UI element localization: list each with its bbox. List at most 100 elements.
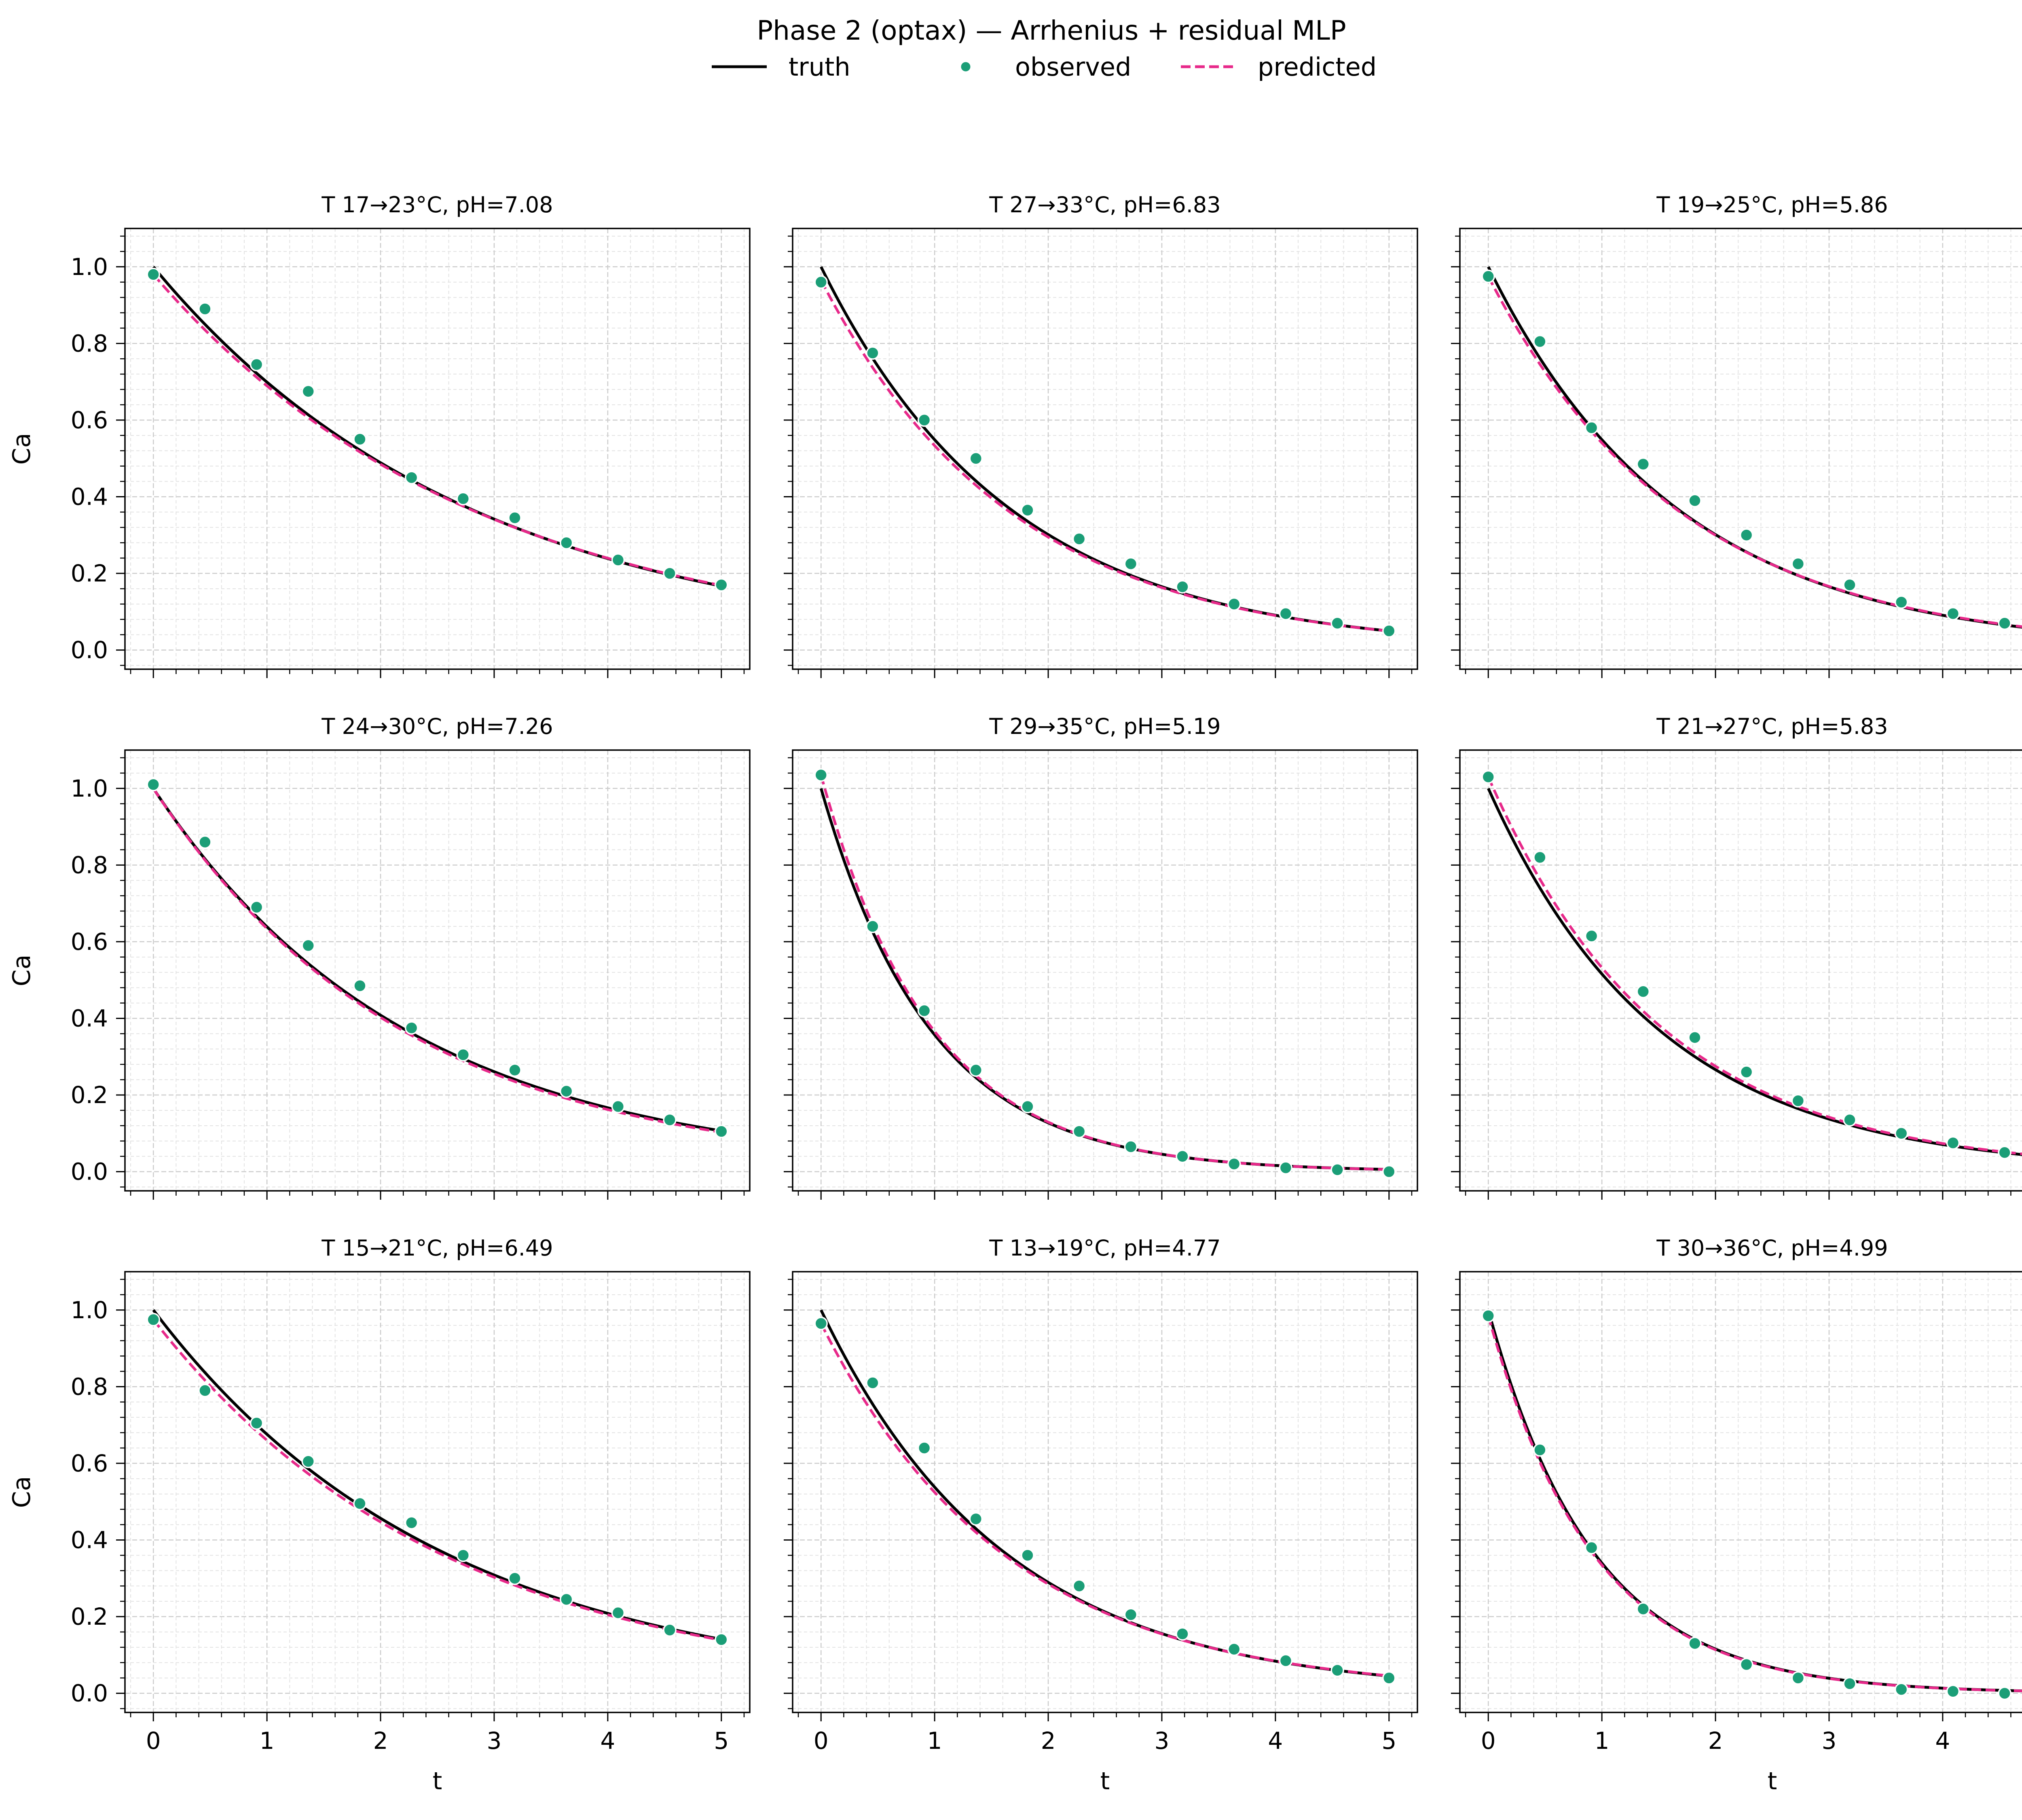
subplot-8: 0 1 2 3 4 5 T 13→19°C, pH=4.77 t bbox=[784, 1235, 1418, 1795]
observed-point bbox=[1946, 607, 1960, 621]
subplot-grid: 0.0 0.2 0.4 0.6 0.8 1.0 T 17→23°C, pH=7.08 Ca T … bbox=[8, 192, 2022, 1795]
observed-point bbox=[1843, 1677, 1857, 1691]
observed-point bbox=[1998, 616, 2011, 630]
observed-point bbox=[1688, 1031, 1702, 1044]
observed-point bbox=[866, 920, 880, 933]
observed-point bbox=[1894, 595, 1908, 609]
observed-point bbox=[1739, 1065, 1753, 1079]
observed-point bbox=[1688, 1636, 1702, 1651]
observed-point bbox=[1330, 616, 1344, 630]
observed-point bbox=[559, 536, 573, 550]
axes-frame bbox=[792, 228, 1418, 670]
observed-point bbox=[250, 1416, 264, 1430]
y-tick-label: 0.0 bbox=[71, 636, 108, 664]
observed-point bbox=[1843, 578, 1857, 592]
y-tick-label: 1.0 bbox=[71, 775, 108, 802]
observed-point bbox=[1998, 1686, 2011, 1700]
subplot-title: T 13→19°C, pH=4.77 bbox=[989, 1235, 1220, 1261]
truth-curve bbox=[1487, 788, 2022, 1156]
observed-point bbox=[814, 768, 828, 782]
subplot-title: T 21→27°C, pH=5.83 bbox=[1656, 714, 1888, 739]
observed-point bbox=[353, 432, 367, 446]
observed-point bbox=[1176, 1627, 1189, 1641]
y-axis-label: Ca bbox=[8, 433, 36, 465]
x-tick-label: 4 bbox=[1935, 1727, 1950, 1754]
x-tick-label: 2 bbox=[1041, 1727, 1056, 1754]
truth-curve bbox=[820, 266, 1390, 632]
observed-point bbox=[611, 1606, 625, 1620]
observed-point bbox=[1843, 1113, 1857, 1127]
observed-point bbox=[1739, 528, 1753, 542]
predicted-curve bbox=[152, 787, 722, 1134]
observed-point bbox=[146, 267, 160, 281]
observed-point bbox=[866, 1376, 880, 1390]
predicted-curve bbox=[1487, 1315, 2022, 1693]
observed-point bbox=[1894, 1683, 1908, 1696]
observed-point bbox=[1533, 334, 1547, 349]
observed-point bbox=[198, 835, 212, 849]
subplot-3: T 19→25°C, pH=5.86 bbox=[1451, 192, 2022, 678]
y-tick-label: 0.4 bbox=[71, 1526, 108, 1554]
y-axis-label: Ca bbox=[8, 1476, 36, 1508]
observed-point bbox=[1382, 1165, 1396, 1179]
x-tick-label: 5 bbox=[1381, 1727, 1396, 1754]
y-tick-label: 0.2 bbox=[71, 1603, 108, 1630]
observed-point bbox=[969, 1063, 983, 1077]
observed-point bbox=[663, 1623, 677, 1637]
observed-point bbox=[814, 275, 828, 289]
observed-point bbox=[917, 1441, 931, 1455]
observed-point bbox=[1481, 269, 1495, 283]
observed-point bbox=[611, 553, 625, 567]
legend-label-observed: observed bbox=[1015, 52, 1131, 82]
y-tick-label: 0.0 bbox=[71, 1158, 108, 1186]
subplot-1: 0.0 0.2 0.4 0.6 0.8 1.0 T 17→23°C, pH=7.08 Ca bbox=[8, 192, 751, 678]
legend-entry-truth: truth bbox=[712, 52, 850, 82]
observed-point bbox=[508, 511, 522, 525]
observed-point bbox=[1791, 557, 1805, 571]
observed-point bbox=[1688, 494, 1702, 507]
axes-frame bbox=[1459, 749, 2022, 1192]
predicted-curve bbox=[820, 279, 1390, 632]
observed-point bbox=[715, 578, 728, 592]
subplot-7: 0 1 2 3 4 5 0.0 0.2 0.4 0.6 0.8 1.0 T 15→21°C, pH=6.… bbox=[8, 1235, 751, 1795]
observed-point bbox=[1072, 1579, 1086, 1593]
observed-point bbox=[663, 567, 677, 580]
observed-point bbox=[969, 451, 983, 465]
subplot-title: T 29→35°C, pH=5.19 bbox=[989, 714, 1220, 739]
observed-point bbox=[559, 1592, 573, 1607]
y-tick-label: 0.6 bbox=[71, 1450, 108, 1477]
observed-point bbox=[404, 471, 419, 484]
y-axis-label: Ca bbox=[8, 955, 36, 987]
x-tick-label: 2 bbox=[373, 1727, 388, 1754]
axes-frame bbox=[124, 228, 751, 670]
x-axis-label: t bbox=[1100, 1767, 1110, 1795]
observed-point bbox=[1481, 1309, 1495, 1323]
axes-frame bbox=[1459, 228, 2022, 670]
x-tick-label: 3 bbox=[487, 1727, 502, 1754]
observed-point bbox=[715, 1125, 728, 1138]
y-tick-label: 0.0 bbox=[71, 1680, 108, 1707]
observed-point bbox=[1481, 770, 1495, 784]
observed-point bbox=[146, 1313, 160, 1327]
subplot-5: T 29→35°C, pH=5.19 bbox=[784, 714, 1418, 1200]
observed-point bbox=[663, 1113, 677, 1127]
observed-point bbox=[1279, 607, 1293, 621]
observed-point bbox=[1584, 929, 1599, 943]
observed-point bbox=[1533, 1443, 1547, 1457]
figure-title: Phase 2 (optax) — Arrhenius + residual M… bbox=[757, 15, 1346, 46]
y-tick-label: 0.2 bbox=[71, 560, 108, 587]
subplot-title: T 19→25°C, pH=5.86 bbox=[1656, 192, 1888, 218]
legend-label-truth: truth bbox=[789, 52, 850, 82]
observed-point bbox=[198, 1384, 212, 1397]
x-tick-label: 3 bbox=[1155, 1727, 1170, 1754]
observed-point bbox=[353, 1497, 367, 1511]
y-tick-label: 0.4 bbox=[71, 483, 108, 510]
observed-point bbox=[1946, 1136, 1960, 1150]
observed-point bbox=[1176, 1149, 1189, 1163]
observed-point bbox=[1227, 597, 1241, 611]
observed-point bbox=[1072, 532, 1086, 546]
observed-point bbox=[1636, 457, 1650, 471]
observed-point bbox=[508, 1571, 522, 1585]
y-tick-label: 1.0 bbox=[71, 1296, 108, 1324]
